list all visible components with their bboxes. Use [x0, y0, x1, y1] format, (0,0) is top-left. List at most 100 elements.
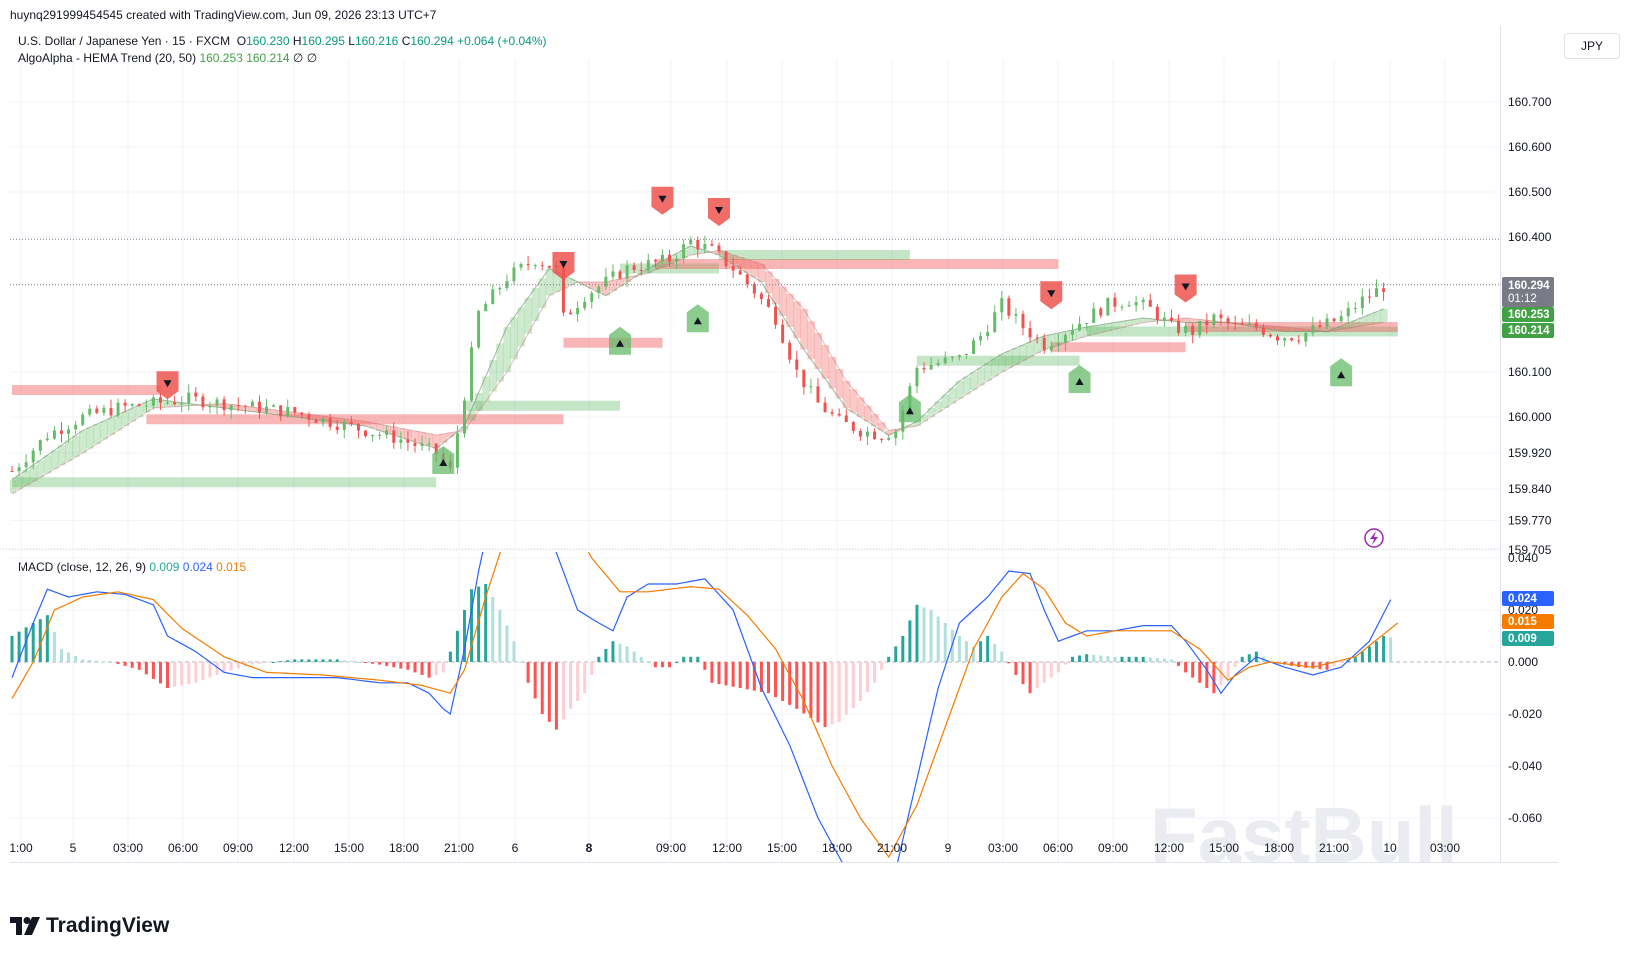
- macd-histogram-bar: [929, 610, 933, 662]
- lightning-icon[interactable]: [1364, 528, 1384, 548]
- time-tick-label: 09:00: [1098, 841, 1128, 855]
- macd-histogram-bar: [314, 659, 318, 662]
- macd-histogram-bar: [52, 632, 56, 662]
- candle-body: [646, 260, 650, 271]
- candle-body: [342, 421, 346, 430]
- candle-body: [1283, 338, 1287, 341]
- symbol-title[interactable]: U.S. Dollar / Japanese Yen · 15 · FXCM: [18, 34, 231, 48]
- buy-signal-icon[interactable]: [686, 304, 709, 333]
- candle-body: [1254, 323, 1258, 328]
- price-tick-label: 160.600: [1508, 140, 1552, 154]
- buy-signal-icon[interactable]: [609, 326, 632, 355]
- tradingview-logo[interactable]: TradingView: [10, 914, 169, 938]
- macd-histogram-bar: [590, 662, 594, 675]
- candle-body: [109, 407, 113, 416]
- candle-body: [936, 363, 940, 366]
- candle-body: [314, 419, 318, 423]
- candle-body: [696, 240, 700, 250]
- candle-body: [880, 439, 884, 441]
- sell-signal-icon[interactable]: [552, 252, 575, 280]
- sell-signal-icon[interactable]: [156, 371, 179, 400]
- sell-signal-icon[interactable]: [1040, 281, 1063, 310]
- hema-ribbon-segment: [93, 424, 101, 444]
- hema-ribbon-segment: [354, 420, 363, 426]
- hema-price-label-1: [1502, 307, 1554, 322]
- candle-body: [187, 392, 191, 404]
- macd-histogram-bar: [293, 659, 297, 662]
- macd-histogram-bar: [448, 651, 452, 662]
- buy-signal-icon[interactable]: [1330, 358, 1353, 387]
- macd-histogram-bar: [1085, 654, 1089, 662]
- candle-body: [1360, 296, 1364, 308]
- hema-ribbon-segment: [842, 381, 851, 408]
- time-tick-label: 03:00: [988, 841, 1018, 855]
- triangle-up-icon: [905, 407, 914, 415]
- hema-ribbon-segment: [849, 389, 858, 413]
- candle-body: [470, 347, 474, 401]
- candle-body: [321, 418, 325, 423]
- hema-value-2: 160.214: [246, 51, 290, 65]
- hema-ribbon-segment: [1344, 323, 1353, 329]
- candle-body: [427, 443, 431, 445]
- hema-ribbon-segment: [10, 480, 17, 494]
- candle-body: [151, 397, 155, 406]
- macd-histogram-bar: [144, 662, 148, 675]
- macd-histogram-bar: [151, 662, 155, 679]
- candle-body: [682, 244, 686, 259]
- candle-body: [307, 414, 311, 420]
- candle-body: [144, 405, 148, 407]
- candle-body: [1276, 336, 1280, 341]
- hema-ribbon-segment: [835, 369, 844, 399]
- hema-ribbon-segment: [814, 333, 823, 369]
- macd-histogram-bar: [505, 625, 509, 662]
- hema-ribbon-segment: [1132, 319, 1141, 325]
- time-tick-label: 8: [586, 841, 593, 855]
- hema-ribbon-segment: [135, 405, 144, 417]
- hema-ribbon-segment: [36, 460, 45, 478]
- macd-histogram-bar: [583, 662, 587, 694]
- macd-histogram-bar: [109, 662, 113, 663]
- hema-ribbon-segment: [588, 282, 596, 289]
- hema-ribbon-segment: [630, 276, 639, 278]
- macd-histogram-bar: [1021, 662, 1025, 685]
- candle-body: [1311, 325, 1315, 333]
- macd-histogram-bar: [45, 615, 49, 662]
- macd-histogram-bar: [894, 646, 898, 662]
- hema-ribbon-segment: [906, 424, 914, 428]
- candle-body: [922, 367, 926, 370]
- macd-histogram-bar: [774, 662, 778, 698]
- hema-ribbon-segment: [531, 288, 540, 321]
- currency-button[interactable]: JPY: [1564, 33, 1620, 59]
- candle-body: [208, 405, 212, 408]
- candle-body: [957, 355, 961, 357]
- candle-body: [1184, 325, 1188, 333]
- triangle-up-icon: [693, 317, 702, 325]
- sell-signal-icon[interactable]: [1174, 274, 1197, 303]
- hema-ribbon-segment: [1337, 325, 1346, 330]
- hema-ribbon-segment: [114, 414, 123, 431]
- price-tick-label: 160.700: [1508, 95, 1552, 109]
- sell-signal-icon[interactable]: [651, 186, 674, 215]
- candle-body: [1375, 288, 1379, 297]
- macd-histogram-bar: [1042, 662, 1046, 683]
- macd-histogram-bar: [130, 662, 134, 668]
- candle-body: [964, 353, 968, 356]
- macd-name[interactable]: MACD (close, 12, 26, 9): [18, 560, 147, 574]
- triangle-down-icon: [715, 207, 723, 214]
- hema-ribbon-segment: [361, 421, 370, 426]
- hema-name[interactable]: AlgoAlpha - HEMA Trend: [18, 51, 152, 65]
- macd-hist-value: 0.009: [149, 560, 180, 574]
- buy-signal-icon[interactable]: [898, 394, 921, 423]
- macd-histogram-bar: [611, 641, 615, 662]
- buy-signal-icon[interactable]: [1068, 365, 1091, 393]
- hema-ribbon-segment: [1372, 311, 1381, 324]
- candle-body: [1085, 322, 1089, 324]
- candle-body: [1353, 307, 1357, 309]
- macd-histogram-bar: [166, 662, 170, 688]
- sell-signal-icon[interactable]: [708, 198, 730, 226]
- macd-histogram-bar: [858, 662, 862, 701]
- hema-ribbon-segment: [552, 271, 561, 293]
- triangle-down-icon: [658, 195, 667, 203]
- buy-signal-icon[interactable]: [432, 446, 455, 474]
